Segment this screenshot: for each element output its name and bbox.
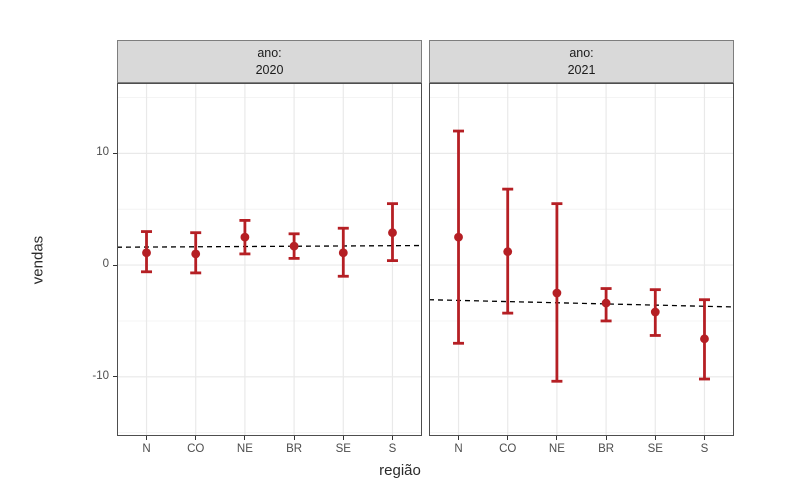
facet-strip-variable: ano:: [569, 45, 594, 60]
data-point-N: [454, 232, 463, 242]
data-point-S: [388, 228, 397, 238]
data-point-BR: [601, 298, 611, 308]
data-point-CO: [503, 247, 513, 257]
y-axis-tick: [113, 152, 117, 154]
x-axis-tick: [556, 436, 558, 440]
x-axis-tick-label: SE: [335, 443, 351, 455]
data-point-BR: [289, 241, 299, 251]
x-axis-tick-label: BR: [286, 443, 303, 455]
x-axis-tick: [293, 436, 295, 440]
x-axis-tick: [703, 436, 705, 440]
x-axis-tick-label: S: [700, 443, 709, 455]
x-axis-tick: [458, 436, 460, 440]
facet-strip-variable: ano:: [257, 45, 282, 60]
data-point-CO: [191, 249, 201, 259]
facet-panel-2020: [117, 83, 422, 436]
x-axis-tick: [195, 436, 197, 440]
x-axis-tick-label: CO: [187, 443, 205, 455]
data-point-NE: [240, 232, 250, 242]
dashed-reference-line: [429, 299, 734, 308]
facet-panel-2020-plot: [117, 83, 422, 436]
panel-border: [117, 83, 422, 436]
data-point-SE: [338, 248, 348, 258]
data-point-S: [700, 334, 709, 344]
x-axis-tick: [244, 436, 246, 440]
x-axis-tick-label: N: [454, 443, 463, 455]
y-axis-tick-label: 10: [96, 146, 109, 159]
x-axis-tick: [507, 436, 509, 440]
x-axis-tick-label: CO: [499, 443, 517, 455]
x-axis-tick-label: BR: [598, 443, 615, 455]
x-axis-tick-label: N: [142, 443, 151, 455]
y-axis-tick-label: -10: [92, 369, 109, 382]
x-axis-tick: [605, 436, 607, 440]
x-axis-tick: [146, 436, 148, 440]
x-axis-tick-label: SE: [647, 443, 663, 455]
facet-strip-2020: ano: 2020: [117, 40, 422, 83]
facet-panel-2021-plot: [429, 83, 734, 436]
y-axis-tick: [113, 264, 117, 266]
x-axis-tick: [654, 436, 656, 440]
y-axis-title: vendas: [29, 235, 47, 285]
x-axis-tick-label: NE: [548, 443, 565, 455]
x-axis-tick-label: NE: [236, 443, 253, 455]
x-axis-tick: [342, 436, 344, 440]
y-axis-tick: [113, 376, 117, 378]
x-axis-tick-label: S: [388, 443, 397, 455]
facet-strip-value: 2020: [255, 62, 284, 77]
facet-strip-value: 2021: [567, 62, 596, 77]
facet-strip-2021: ano: 2021: [429, 40, 734, 83]
dashed-reference-line: [117, 244, 422, 248]
panel-border: [429, 83, 734, 436]
data-point-SE: [650, 307, 660, 317]
y-axis-tick-label: 0: [102, 258, 109, 271]
data-point-NE: [552, 288, 562, 298]
x-axis-tick: [391, 436, 393, 440]
data-point-N: [142, 248, 151, 258]
facet-panel-2021: [429, 83, 734, 436]
x-axis-title: região: [379, 462, 421, 479]
